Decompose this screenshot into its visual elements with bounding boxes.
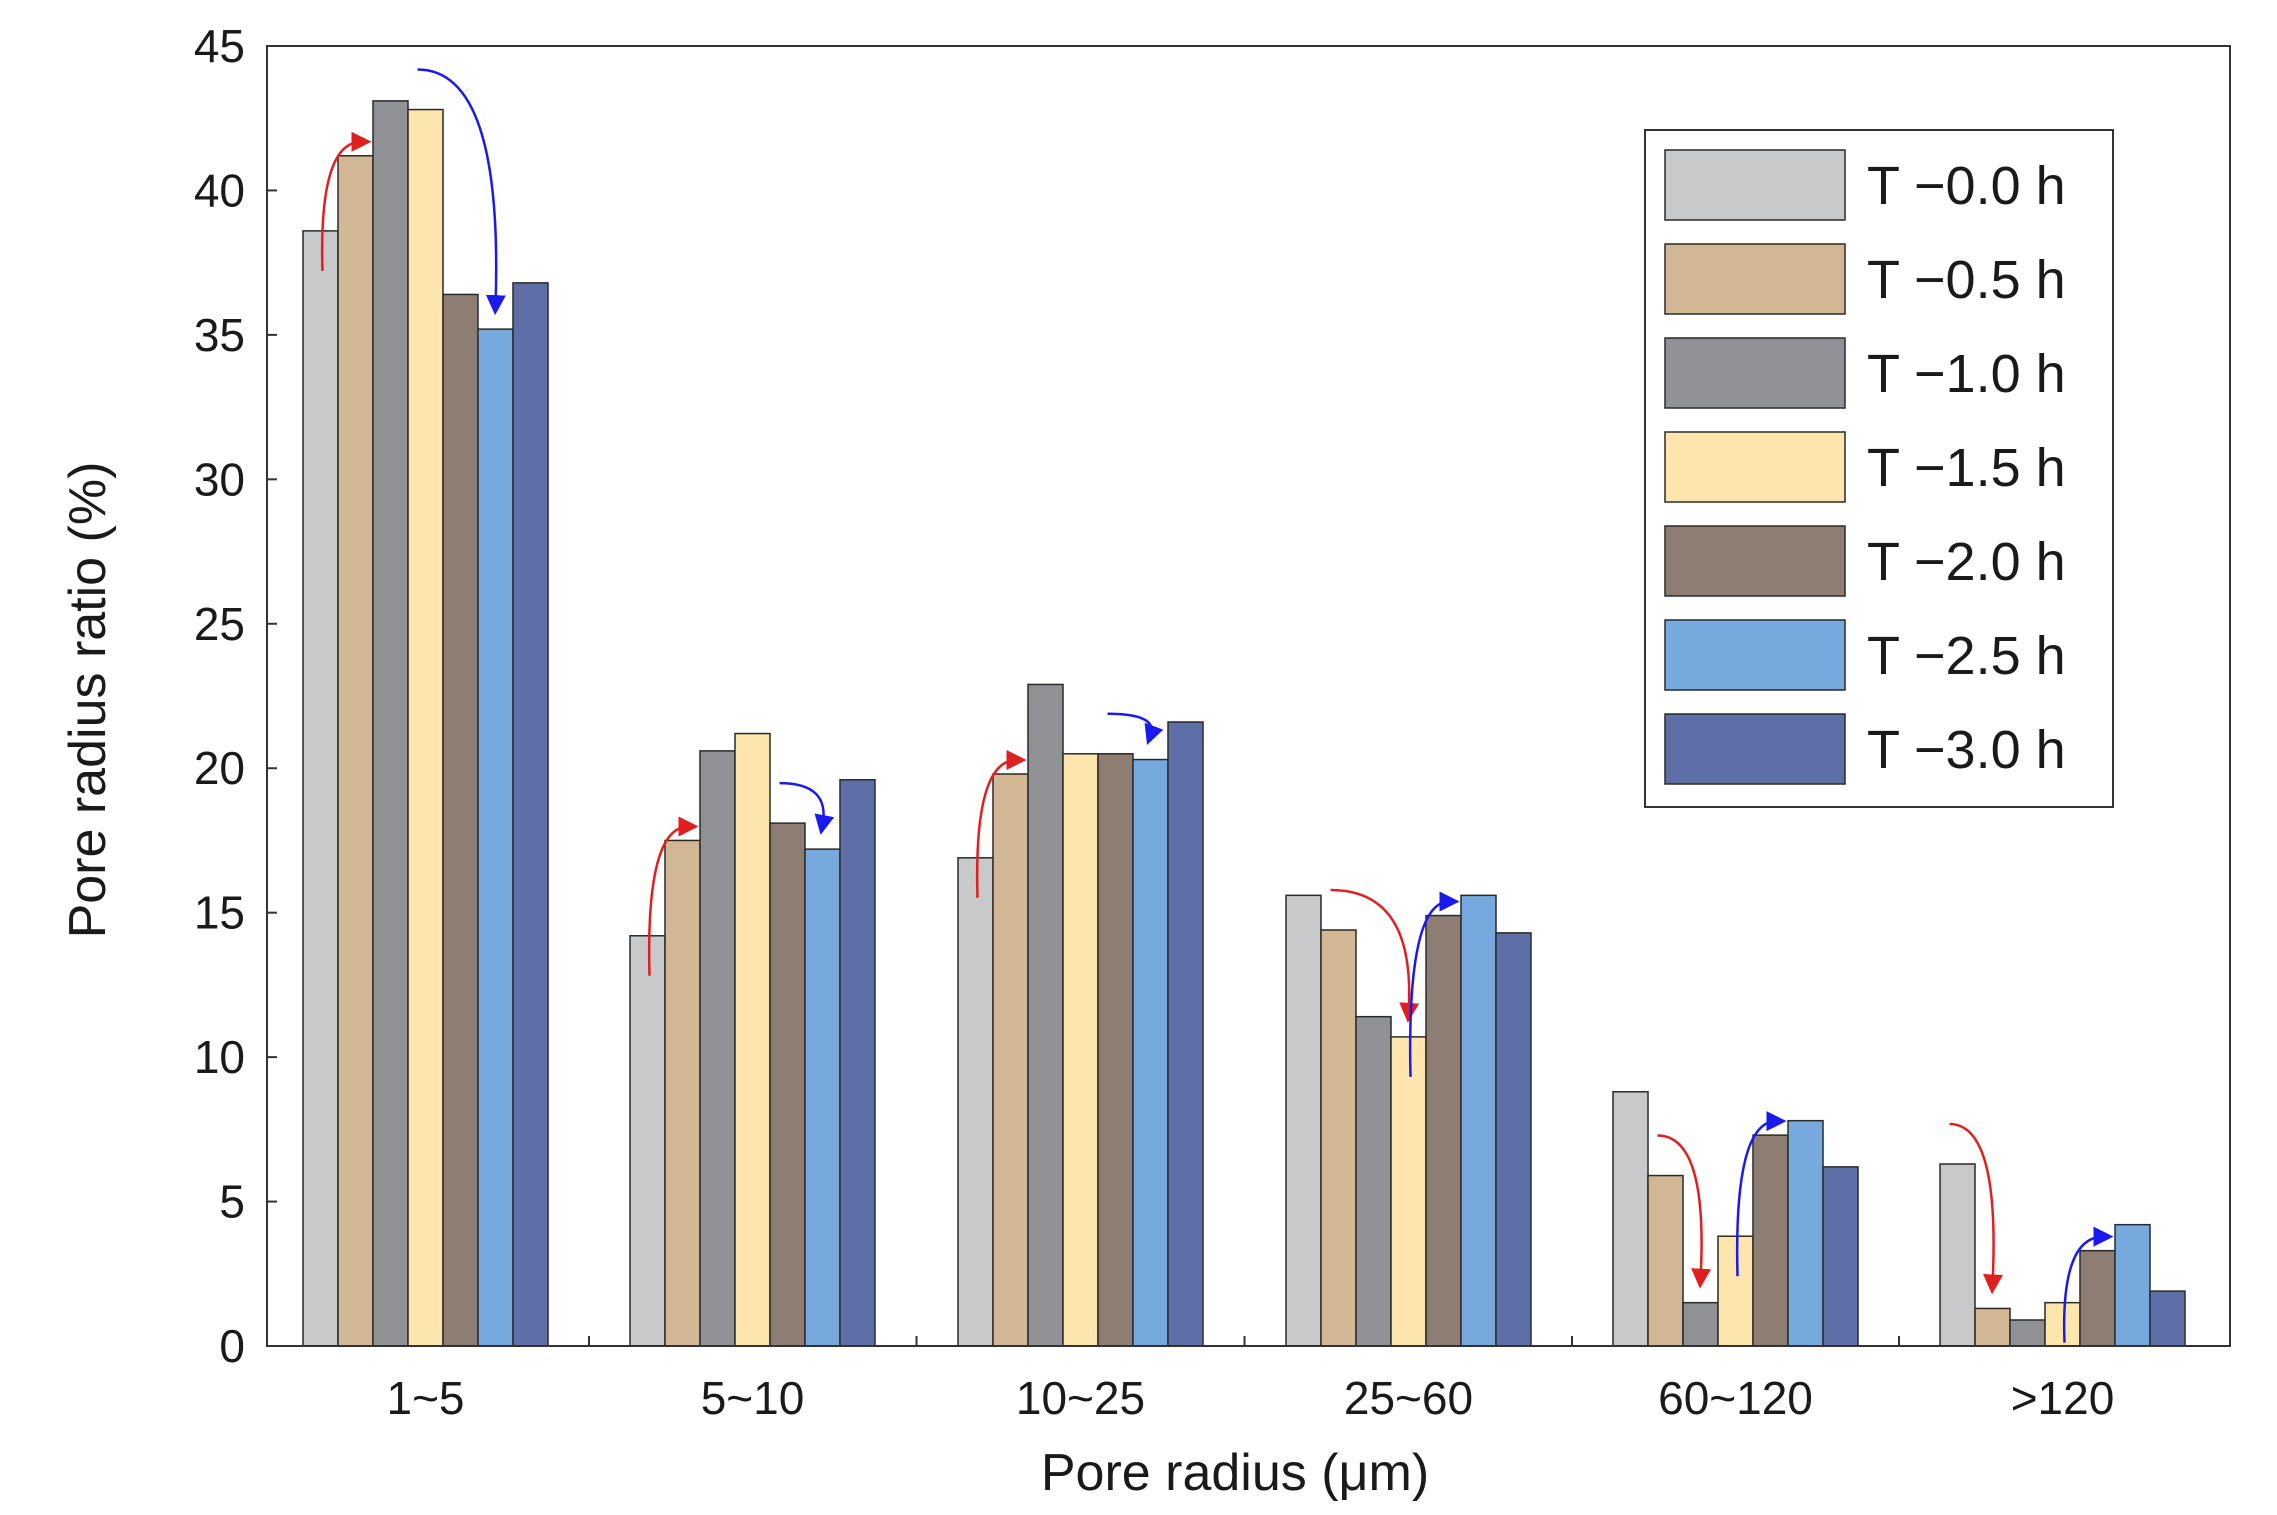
bar-5-0 <box>1939 1163 1976 1347</box>
x-axis-title: Pore radius (μm) <box>1041 1444 1429 1502</box>
legend-swatch-0 <box>1664 149 1846 221</box>
legend-label-5: T −2.5 h <box>1867 626 2066 686</box>
bar-4-6 <box>1822 1166 1859 1347</box>
legend-swatch-5 <box>1664 619 1846 691</box>
y-tick-label-9: 45 <box>194 20 245 72</box>
bar-5-6 <box>2149 1290 2186 1347</box>
bar-2-4 <box>1097 753 1134 1347</box>
bar-0-2 <box>372 100 409 1347</box>
x-tick-label-2: 10~25 <box>1016 1372 1145 1424</box>
bar-1-2 <box>699 750 736 1347</box>
legend-label-1: T −0.5 h <box>1867 250 2066 310</box>
axes-layer: 0 5 10 15 20 25 30 35 40 45 1~5 5~10 10~25 25~60 60~12… <box>194 20 2231 1424</box>
bar-2-3 <box>1062 753 1099 1347</box>
y-tick-label-0: 0 <box>219 1320 245 1372</box>
bar-2-6 <box>1167 721 1204 1347</box>
y-tick-label-3: 15 <box>194 887 245 939</box>
legend: T −0.0 h T −0.5 h T −1.0 h T −1.5 h T −2.0 h… <box>1644 129 2114 808</box>
trend-arrow-7 <box>1408 891 1460 1077</box>
bar-1-1 <box>664 839 701 1347</box>
bars-layer <box>302 100 2186 1347</box>
bar-3-0 <box>1285 894 1322 1347</box>
bar-3-6 <box>1495 932 1532 1347</box>
legend-swatch-4 <box>1664 525 1846 597</box>
bar-3-5 <box>1460 894 1497 1347</box>
trend-arrow-0 <box>320 131 372 271</box>
trend-arrow-4 <box>975 750 1027 898</box>
y-tick-label-2: 10 <box>194 1031 245 1083</box>
bar-3-4 <box>1425 914 1462 1347</box>
trend-arrow-5 <box>1107 712 1164 745</box>
trend-arrow-2 <box>647 816 699 976</box>
x-tick-label-1: 5~10 <box>701 1372 805 1424</box>
y-tick-label-4: 20 <box>194 742 245 794</box>
bar-2-1 <box>992 773 1029 1347</box>
bar-5-1 <box>1974 1307 2011 1347</box>
legend-swatch-6 <box>1664 713 1846 785</box>
y-tick-label-5: 25 <box>194 598 245 650</box>
bar-2-0 <box>957 857 994 1347</box>
trend-arrow-10 <box>1949 1122 2003 1295</box>
bar-5-3 <box>2044 1301 2081 1347</box>
legend-swatch-2 <box>1664 337 1846 409</box>
bar-4-3 <box>1717 1235 1754 1347</box>
bar-2-5 <box>1132 758 1169 1347</box>
trend-arrow-8 <box>1657 1134 1712 1289</box>
y-tick-label-7: 35 <box>194 309 245 361</box>
legend-label-3: T −1.5 h <box>1867 438 2066 498</box>
bar-4-4 <box>1752 1134 1789 1347</box>
legend-label-6: T −3.0 h <box>1867 720 2066 780</box>
y-tick-label-8: 40 <box>194 164 245 216</box>
bar-4-5 <box>1787 1119 1824 1347</box>
trend-arrow-9 <box>1735 1111 1787 1277</box>
trend-arrows-layer <box>320 68 2114 1343</box>
bar-0-0 <box>302 230 339 1347</box>
x-tick-label-4: 60~120 <box>1658 1372 1813 1424</box>
plot-frame <box>266 45 2231 1347</box>
trend-arrow-11 <box>2062 1226 2114 1343</box>
bar-5-4 <box>2079 1249 2116 1347</box>
x-tick-label-3: 25~60 <box>1344 1372 1473 1424</box>
bar-5-5 <box>2114 1223 2151 1347</box>
y-axis-title: Pore radius ratio (%) <box>59 462 117 939</box>
bar-0-3 <box>407 108 444 1347</box>
bar-1-4 <box>769 822 806 1347</box>
bar-4-2 <box>1682 1301 1719 1347</box>
x-tick-label-0: 1~5 <box>386 1372 464 1424</box>
legend-swatch-3 <box>1664 431 1846 503</box>
bar-1-5 <box>804 848 841 1347</box>
legend-label-4: T −2.0 h <box>1867 532 2066 592</box>
x-tick-label-5: >120 <box>2011 1372 2115 1424</box>
legend-swatch-1 <box>1664 243 1846 315</box>
bar-3-2 <box>1355 1015 1392 1347</box>
trend-arrow-3 <box>779 781 835 835</box>
bar-2-2 <box>1027 683 1064 1347</box>
bar-0-5 <box>477 328 514 1347</box>
bar-1-0 <box>629 935 666 1347</box>
bar-3-3 <box>1390 1036 1427 1347</box>
bar-4-1 <box>1647 1174 1684 1347</box>
y-tick-label-1: 5 <box>219 1176 245 1228</box>
legend-label-2: T −1.0 h <box>1867 344 2066 404</box>
bar-4-0 <box>1612 1091 1649 1347</box>
bar-0-4 <box>442 293 479 1347</box>
bar-1-6 <box>839 779 876 1347</box>
bar-5-2 <box>2009 1319 2046 1347</box>
y-tick-label-6: 30 <box>194 453 245 505</box>
bar-1-3 <box>734 732 771 1347</box>
legend-label-0: T −0.0 h <box>1867 156 2066 216</box>
bar-3-1 <box>1320 929 1357 1347</box>
trend-arrow-6 <box>1330 888 1420 1023</box>
bar-0-1 <box>337 155 374 1347</box>
trend-arrow-1 <box>417 68 506 316</box>
bar-0-6 <box>512 282 549 1347</box>
